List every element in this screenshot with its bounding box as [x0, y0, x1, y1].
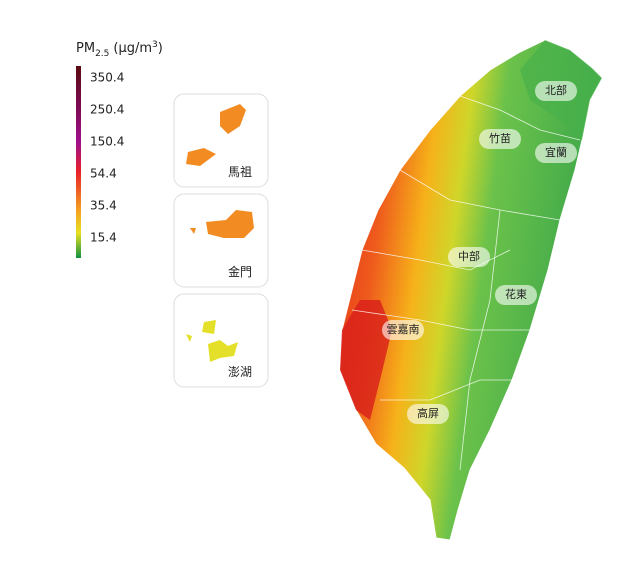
legend-tick-label: 15.4: [90, 231, 117, 245]
legend-tick-label: 54.4: [90, 167, 117, 181]
inset-shape: [186, 104, 246, 166]
inset-label: 馬祖: [228, 164, 252, 179]
inset-box: [173, 293, 269, 388]
inset-shape: [190, 210, 254, 238]
region-label: 北部: [545, 83, 567, 97]
region-label: 宜蘭: [545, 145, 567, 159]
inset-box: [173, 93, 269, 188]
insets: 馬祖 金門 澎湖: [173, 93, 269, 388]
inset-box: [173, 193, 269, 288]
legend-tick-label: 250.4: [90, 103, 124, 117]
region-label: 雲嘉南: [387, 322, 420, 336]
region-badge: [479, 129, 521, 149]
legend-title: PM2.5 (μg/m3): [76, 40, 163, 59]
region-badge: [407, 404, 449, 424]
inset-shape: [186, 320, 238, 362]
region-badge: [535, 143, 577, 163]
legend-tick-label: 150.4: [90, 135, 124, 149]
legend-tick-label: 35.4: [90, 199, 117, 213]
hotspot: [340, 300, 392, 420]
region-label: 竹苗: [489, 131, 511, 145]
region-label: 中部: [458, 249, 480, 263]
taiwan: [339, 39, 603, 541]
inset-label: 澎湖: [228, 364, 252, 379]
legend-tick-label: 350.4: [90, 71, 124, 85]
region-badge: [535, 81, 577, 101]
region-label: 花東: [505, 288, 527, 301]
region-badge: [495, 285, 537, 305]
region-label: 高屏: [417, 406, 439, 420]
inset-label: 金門: [228, 264, 252, 279]
region-badge: [382, 320, 424, 340]
region-badge: [448, 247, 490, 267]
color-bar: [76, 66, 81, 258]
